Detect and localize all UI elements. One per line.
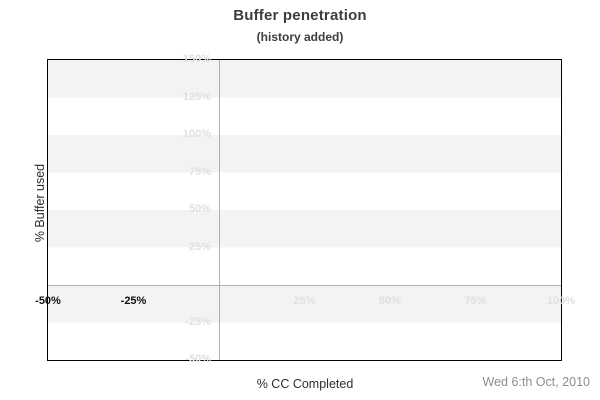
y-axis-title: % Buffer used (33, 163, 47, 243)
y-tick-label: -25% (185, 315, 211, 328)
y-tick-label: 75% (188, 165, 211, 178)
y-tick-label: 50% (188, 203, 211, 215)
date-label: Wed 6:th Oct, 2010 (482, 375, 590, 389)
chart-title: Buffer penetration (233, 7, 367, 24)
x-tick-label: -25% (120, 295, 147, 307)
x-tick-label: 75% (464, 295, 487, 307)
x-tick-label: 50% (378, 295, 402, 307)
x-tick-label: -50% (35, 295, 61, 307)
x-tick-label: 100% (546, 295, 576, 307)
y-tick-label: 125% (182, 90, 211, 103)
chart-subtitle: (history added) (256, 30, 344, 44)
y-zero-gridline (48, 284, 561, 286)
y-tick-label: 25% (188, 240, 211, 253)
y-tick-label: 150% (182, 53, 211, 65)
x-tick-label: 25% (293, 295, 316, 307)
y-tick-label: 100% (182, 128, 211, 140)
x-axis-title: % CC Completed (256, 377, 354, 391)
y-tick-label: -50% (185, 353, 211, 365)
plot-area: 150% 125% 100% 75% 50% 25% -25% -50% -50% -25% 25%… (35, 53, 575, 365)
x-zero-gridline (218, 60, 220, 360)
